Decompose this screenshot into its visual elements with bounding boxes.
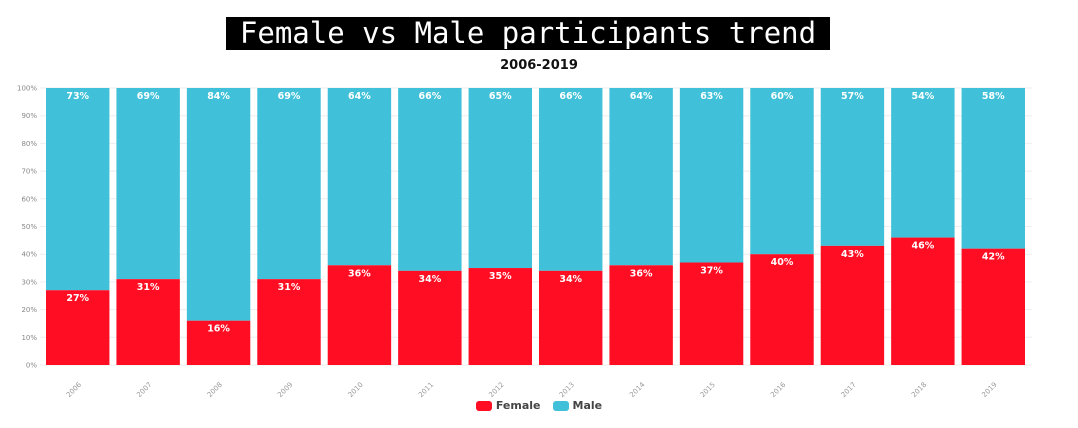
data-label-male: 69%: [278, 91, 301, 102]
legend-label-male: Male: [572, 399, 603, 412]
bar-male: [679, 88, 744, 263]
bar-female: [609, 265, 673, 365]
data-label-female: 31%: [278, 282, 301, 293]
bar-male: [468, 88, 532, 269]
x-tick-label: 2008: [206, 381, 224, 399]
data-label-female: 36%: [630, 268, 653, 279]
chart-title: Female vs Male participants trend: [226, 17, 830, 50]
chart-subtitle: 2006-2019: [500, 58, 578, 73]
y-tick-label: 60%: [21, 195, 37, 203]
y-tick-label: 100%: [17, 85, 37, 93]
bar-male: [46, 88, 110, 291]
bar-female: [257, 279, 321, 365]
data-label-male: 84%: [207, 91, 230, 102]
data-label-male: 73%: [66, 91, 89, 102]
bar-female: [468, 268, 532, 365]
data-label-female: 34%: [418, 274, 441, 285]
x-tick-label: 2014: [628, 380, 647, 399]
data-label-female: 16%: [207, 324, 230, 335]
legend: Female Male: [0, 399, 1078, 412]
bar-female: [186, 320, 251, 365]
data-label-female: 35%: [489, 271, 512, 282]
data-label-male: 63%: [700, 91, 723, 102]
x-tick-label: 2012: [487, 381, 505, 399]
data-label-male: 64%: [348, 91, 371, 102]
y-tick-label: 90%: [21, 112, 37, 120]
legend-swatch-female: [475, 400, 492, 411]
data-label-female: 46%: [911, 241, 934, 252]
data-label-male: 65%: [489, 91, 512, 102]
x-tick-label: 2017: [840, 381, 858, 399]
bar-male: [539, 88, 603, 271]
y-tick-label: 10%: [21, 334, 37, 342]
x-tick-label: 2010: [347, 381, 365, 399]
bar-female: [961, 248, 1025, 365]
x-tick-label: 2006: [65, 380, 84, 399]
data-label-female: 43%: [841, 249, 864, 260]
legend-swatch-male: [552, 400, 569, 411]
y-tick-label: 30%: [21, 278, 37, 286]
legend-item-female[interactable]: Female: [475, 399, 541, 412]
bar-female: [46, 290, 110, 365]
bar-male: [186, 88, 251, 321]
x-tick-label: 2011: [417, 381, 435, 399]
bar-male: [891, 88, 955, 238]
data-label-male: 54%: [911, 91, 934, 102]
bar-female: [116, 279, 180, 365]
data-label-female: 31%: [137, 282, 160, 293]
legend-item-male[interactable]: Male: [552, 399, 603, 412]
bar-female: [820, 245, 885, 365]
data-label-female: 27%: [66, 293, 89, 304]
bar-male: [961, 88, 1025, 249]
x-tick-label: 2007: [135, 381, 153, 399]
bar-female: [539, 270, 603, 365]
x-tick-label: 2009: [276, 381, 294, 399]
data-label-female: 42%: [982, 252, 1005, 263]
data-label-male: 57%: [841, 91, 864, 102]
y-tick-label: 20%: [21, 306, 37, 314]
data-label-female: 40%: [771, 257, 794, 268]
x-tick-label: 2016: [769, 380, 788, 399]
x-tick-label: 2019: [980, 381, 998, 399]
y-tick-label: 70%: [21, 168, 37, 176]
bar-male: [398, 88, 462, 271]
data-label-male: 58%: [982, 91, 1005, 102]
bar-male: [750, 88, 814, 255]
legend-label-female: Female: [495, 399, 541, 412]
bar-female: [750, 254, 814, 365]
data-label-male: 60%: [771, 91, 794, 102]
y-tick-label: 40%: [21, 251, 37, 259]
bar-male: [820, 88, 885, 246]
y-tick-label: 80%: [21, 140, 37, 148]
data-label-male: 66%: [559, 91, 582, 102]
y-tick-label: 0%: [26, 362, 37, 370]
x-tick-label: 2018: [910, 381, 928, 399]
data-label-male: 66%: [418, 91, 441, 102]
x-tick-label: 2015: [699, 381, 717, 399]
bar-female: [679, 262, 744, 365]
data-label-female: 34%: [559, 274, 582, 285]
bar-female: [398, 270, 462, 365]
data-label-male: 69%: [137, 91, 160, 102]
data-label-female: 37%: [700, 266, 723, 277]
bar-male: [257, 88, 321, 280]
bar-male: [609, 88, 673, 266]
bar-female: [891, 237, 955, 365]
data-label-female: 36%: [348, 268, 371, 279]
bar-male: [327, 88, 392, 266]
y-tick-label: 50%: [21, 223, 37, 231]
x-tick-label: 2013: [558, 381, 576, 399]
data-label-male: 64%: [630, 91, 653, 102]
bar-female: [327, 265, 392, 365]
bar-male: [116, 88, 180, 280]
